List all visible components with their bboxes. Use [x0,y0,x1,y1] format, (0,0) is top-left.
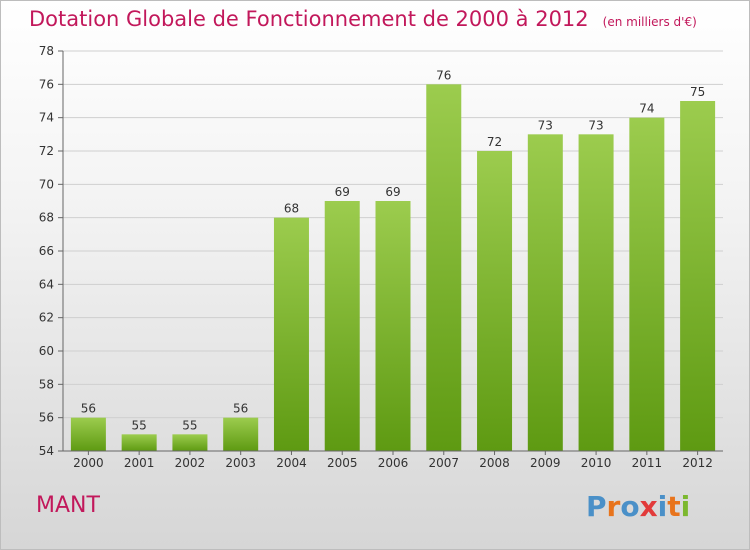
data-label: 69 [385,185,400,199]
data-label: 76 [436,68,451,82]
x-tick-label: 2004 [276,456,307,470]
data-label: 55 [132,418,147,432]
x-tick-label: 2005 [327,456,358,470]
data-label: 74 [639,102,654,116]
bar [324,201,360,451]
data-label: 73 [588,118,603,132]
bar [375,201,411,451]
logo-letter: x [639,490,658,523]
bar [578,134,614,452]
data-label: 56 [81,402,96,416]
x-tick-label: 2007 [428,456,459,470]
y-tick-label: 76 [39,77,54,91]
y-tick-label: 70 [39,177,54,191]
bar [426,84,462,451]
y-tick-label: 68 [39,211,54,225]
data-label: 73 [538,118,553,132]
y-tick-label: 58 [39,377,54,391]
data-label: 68 [284,202,299,216]
logo-letter: r [606,490,621,523]
bar [680,101,716,451]
bar [70,417,106,451]
x-tick-label: 2008 [479,456,510,470]
logo-letter: t [667,490,681,523]
x-tick-label: 2011 [632,456,663,470]
data-label: 55 [182,418,197,432]
unit-text: (en milliers d'€) [602,15,697,29]
y-tick-label: 64 [39,277,54,291]
x-tick-label: 2012 [682,456,713,470]
title-text: Dotation Globale de Fonctionnement de 20… [29,7,589,31]
x-tick-label: 2001 [124,456,155,470]
y-tick-label: 72 [39,144,54,158]
logo-letter: P [586,490,607,523]
bar [223,417,259,451]
bar [172,434,208,451]
y-tick-label: 54 [39,444,54,458]
bar [629,117,665,452]
y-tick-label: 66 [39,244,54,258]
chart-title: Dotation Globale de Fonctionnement de 20… [29,7,697,31]
x-tick-label: 2000 [73,456,104,470]
bar [273,217,309,451]
x-tick-label: 2009 [530,456,561,470]
commune-name: MANT [36,493,100,518]
y-tick-label: 78 [39,44,54,58]
y-tick-label: 56 [39,411,54,425]
y-tick-label: 60 [39,344,54,358]
x-tick-label: 2003 [225,456,256,470]
data-label: 69 [335,185,350,199]
logo-letter: o [620,490,640,523]
bar [527,134,563,452]
logo-letter: i [680,490,691,523]
y-tick-label: 62 [39,311,54,325]
data-label: 56 [233,402,248,416]
proxiti-logo: Proxiti [586,490,690,523]
data-label: 75 [690,85,705,99]
data-label: 72 [487,135,502,149]
x-tick-label: 2002 [175,456,206,470]
x-tick-label: 2006 [378,456,409,470]
x-tick-label: 2010 [581,456,612,470]
bar [477,151,513,451]
y-tick-label: 74 [39,111,54,125]
bar [121,434,157,451]
logo-letter: i [657,490,668,523]
